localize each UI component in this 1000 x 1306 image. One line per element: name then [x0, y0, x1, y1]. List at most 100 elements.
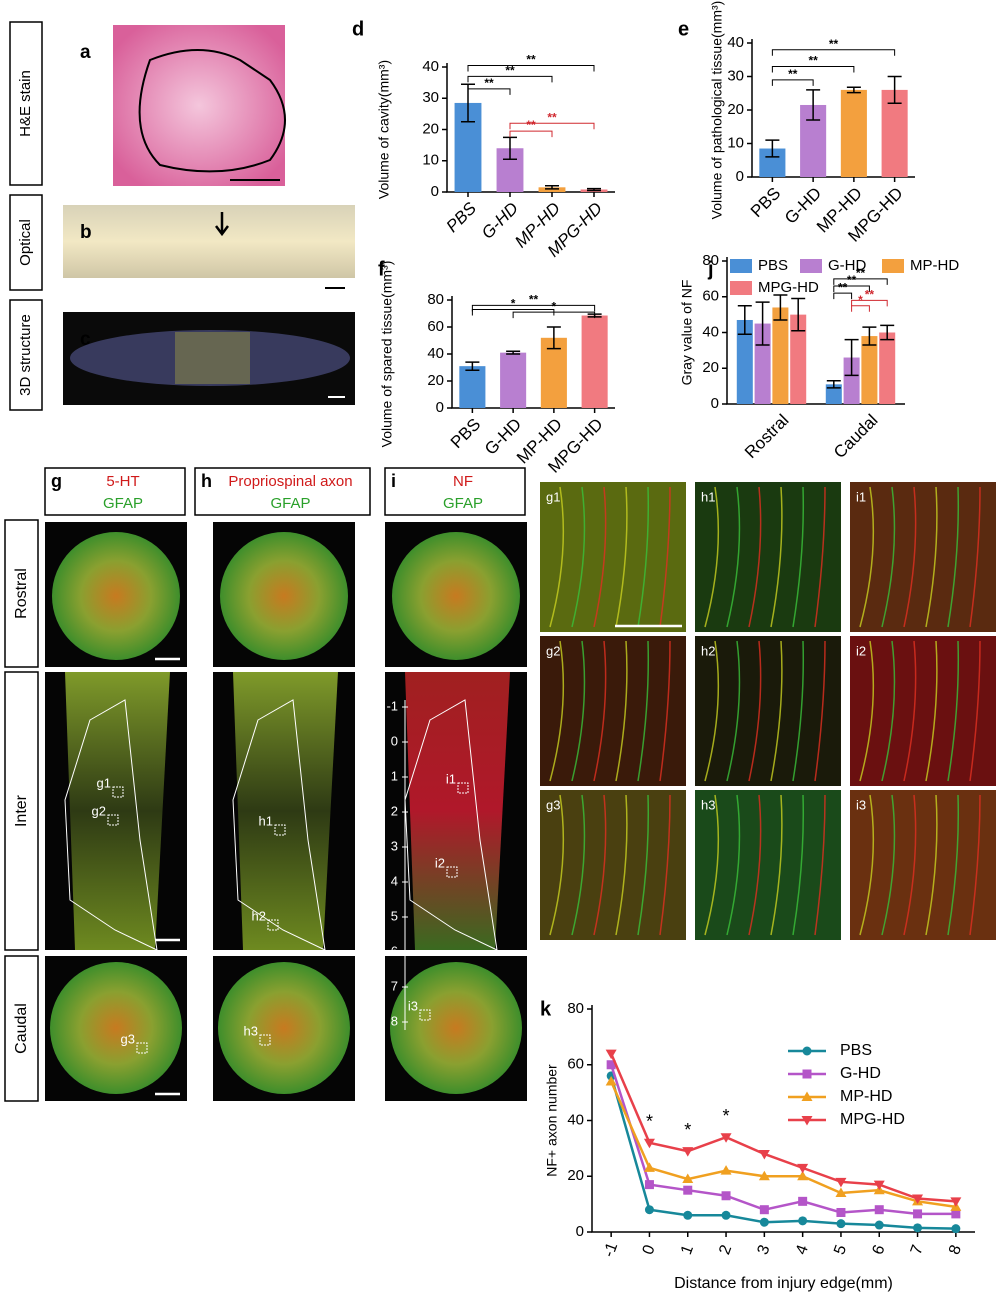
point	[644, 1205, 654, 1215]
significance-bracket	[771, 65, 855, 73]
point	[874, 1205, 884, 1215]
inset-label: i2	[435, 855, 445, 870]
series-line	[609, 1064, 956, 1216]
lesion-outline	[404, 699, 498, 951]
point	[913, 1209, 923, 1219]
y-tick-label: 0	[711, 395, 719, 412]
y-tick-label: 40	[727, 34, 744, 51]
zoom-fiber	[792, 640, 805, 782]
ruler-label: 1	[391, 768, 398, 783]
zoom-label: g3	[546, 797, 560, 812]
significance-label: *	[511, 297, 516, 311]
y-tick-label: 20	[567, 1167, 584, 1184]
zoom-image	[695, 790, 841, 940]
y-tick-label: 0	[431, 183, 439, 200]
zoom-fiber	[770, 640, 783, 782]
zoom-fiber	[792, 486, 805, 628]
zoom-fiber	[969, 640, 981, 782]
panel-letter: b	[80, 222, 92, 243]
side-label-box	[9, 299, 43, 411]
inset-box	[259, 1034, 271, 1046]
x-tick-label: PBS	[443, 198, 481, 236]
ruler-label: -1	[386, 698, 398, 713]
significance-bracket	[851, 305, 870, 312]
zoom-fiber	[881, 640, 896, 782]
panel-letter: i	[391, 471, 396, 491]
significance-label: **	[526, 53, 536, 67]
panel-letter: h	[201, 471, 212, 491]
ruler-label: 0	[391, 733, 398, 748]
zoom-fiber	[593, 640, 607, 782]
error-bar	[773, 294, 788, 321]
zoom-fiber	[615, 794, 628, 936]
ruler-label: 5	[391, 908, 398, 923]
x-tick-label: 0	[640, 1243, 659, 1257]
error-bar	[880, 324, 895, 341]
point	[951, 1224, 961, 1234]
y-tick-label: 40	[427, 345, 444, 362]
zoom-fiber	[704, 794, 720, 936]
zoom-fiber	[903, 486, 917, 628]
zoom-fiber	[770, 486, 783, 628]
panel-letter: f	[378, 258, 385, 280]
row-label-box	[4, 671, 39, 951]
zoom-label: h2	[701, 643, 715, 658]
legend-marker	[802, 1046, 812, 1056]
error-bar	[587, 187, 601, 192]
significance-label: **	[505, 64, 515, 78]
error-bar	[862, 326, 877, 346]
image-shape	[215, 212, 229, 237]
y-tick-label: 60	[702, 288, 719, 305]
y-tick-label: 40	[567, 1111, 584, 1128]
zoom-fiber	[593, 486, 607, 628]
zoom-fiber	[549, 486, 565, 628]
zoom-fiber	[859, 486, 875, 628]
inset-label: h3	[244, 1023, 258, 1038]
zoom-image	[850, 790, 996, 940]
legend-swatch	[730, 281, 752, 295]
zoom-fiber	[659, 794, 671, 936]
zoom-label: h1	[701, 489, 715, 504]
x-tick-label: -1	[600, 1240, 621, 1259]
bar	[843, 357, 860, 404]
bar	[736, 319, 753, 404]
legend-marker	[801, 1091, 813, 1101]
inset-label: i3	[408, 998, 418, 1013]
zoom-fiber	[770, 794, 783, 936]
y-axis-label: Volume of cavity(mm³)	[376, 60, 392, 199]
section-image	[405, 672, 510, 950]
significance-bracket	[512, 311, 596, 319]
zoom-fiber	[925, 794, 938, 936]
significance-bracket	[467, 75, 553, 83]
inset-label: h1	[259, 813, 273, 828]
zoom-fiber	[659, 640, 671, 782]
inset-label: g2	[92, 803, 106, 818]
legend-label: G-HD	[840, 1065, 881, 1082]
stain-red: 5-HT	[106, 473, 139, 490]
inset-box	[419, 1009, 431, 1021]
section-image	[50, 962, 182, 1094]
section-image	[52, 532, 180, 660]
significance-bracket	[771, 49, 896, 56]
zoom-fiber	[704, 640, 720, 782]
significance-bracket	[509, 130, 553, 138]
stain-red: Propriospinal axon	[228, 473, 352, 490]
y-axis-label: Volume of spared tissue(mm³)	[379, 261, 395, 448]
panel-letter: a	[80, 42, 91, 63]
significance-bracket	[471, 304, 596, 312]
zoom-fiber	[814, 794, 826, 936]
side-label-box	[9, 194, 43, 291]
zoom-fiber	[726, 794, 741, 936]
significance-label: **	[808, 54, 818, 68]
zoom-label: g2	[546, 643, 560, 658]
legend-label: MPG-HD	[758, 279, 819, 296]
zoom-image	[540, 636, 686, 786]
point	[721, 1210, 731, 1220]
bar	[538, 187, 566, 192]
point	[682, 1147, 694, 1157]
section-image	[65, 672, 170, 950]
significance-bracket	[771, 79, 814, 86]
point	[721, 1191, 731, 1201]
y-tick-label: 0	[436, 399, 444, 416]
